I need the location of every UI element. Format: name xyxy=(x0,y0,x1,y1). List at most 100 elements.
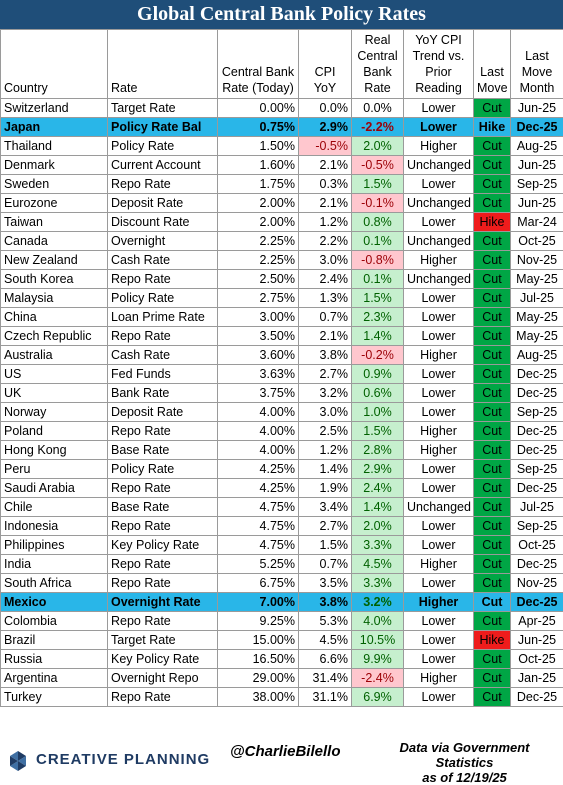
cell-last-move: Cut xyxy=(474,536,511,555)
cell-real-rate: 4.5% xyxy=(352,555,404,574)
cell-rate-name: Policy Rate xyxy=(108,137,218,156)
cell-real-rate: 2.8% xyxy=(352,441,404,460)
cell-real-rate: -2.4% xyxy=(352,669,404,688)
cell-last-move-month: Jul-25 xyxy=(511,289,563,308)
cell-last-move: Cut xyxy=(474,403,511,422)
cell-cb-rate: 3.75% xyxy=(218,384,299,403)
cell-real-rate: 3.3% xyxy=(352,574,404,593)
cell-last-move-month: Sep-25 xyxy=(511,175,563,194)
cell-country: Thailand xyxy=(1,137,108,156)
cell-cpi-yoy: 0.0% xyxy=(299,99,352,118)
cell-cpi-trend: Lower xyxy=(404,460,474,479)
logo-text: CREATIVE PLANNING xyxy=(36,751,210,768)
cell-last-move: Hike xyxy=(474,631,511,650)
cell-cb-rate: 2.25% xyxy=(218,232,299,251)
cell-last-move-month: Dec-25 xyxy=(511,365,563,384)
cell-last-move: Cut xyxy=(474,498,511,517)
cell-last-move: Cut xyxy=(474,460,511,479)
cell-cpi-trend: Lower xyxy=(404,175,474,194)
cell-rate-name: Deposit Rate xyxy=(108,403,218,422)
cell-last-move-month: May-25 xyxy=(511,327,563,346)
cell-cpi-trend: Lower xyxy=(404,479,474,498)
cell-last-move-month: Dec-25 xyxy=(511,479,563,498)
cell-real-rate: 0.0% xyxy=(352,99,404,118)
cell-real-rate: 0.1% xyxy=(352,232,404,251)
cell-last-move-month: Sep-25 xyxy=(511,460,563,479)
cell-cpi-yoy: 1.3% xyxy=(299,289,352,308)
cell-cpi-trend: Lower xyxy=(404,327,474,346)
cell-last-move: Cut xyxy=(474,137,511,156)
cell-cb-rate: 1.50% xyxy=(218,137,299,156)
cell-country: Norway xyxy=(1,403,108,422)
cell-last-move-month: Dec-25 xyxy=(511,593,563,612)
cell-cb-rate: 2.00% xyxy=(218,213,299,232)
cell-rate-name: Repo Rate xyxy=(108,688,218,707)
cell-country: Peru xyxy=(1,460,108,479)
cell-cb-rate: 2.25% xyxy=(218,251,299,270)
cell-cpi-yoy: 5.3% xyxy=(299,612,352,631)
cell-rate-name: Current Account xyxy=(108,156,218,175)
cell-last-move: Cut xyxy=(474,175,511,194)
cell-real-rate: 1.0% xyxy=(352,403,404,422)
cell-last-move: Cut xyxy=(474,517,511,536)
cell-cpi-trend: Higher xyxy=(404,441,474,460)
cell-last-move: Cut xyxy=(474,270,511,289)
cell-cpi-trend: Lower xyxy=(404,289,474,308)
cell-country: Saudi Arabia xyxy=(1,479,108,498)
author-handle: @CharlieBilello xyxy=(230,743,341,760)
cell-cpi-trend: Lower xyxy=(404,631,474,650)
cell-cpi-trend: Higher xyxy=(404,422,474,441)
cell-last-move-month: Aug-25 xyxy=(511,346,563,365)
cell-cb-rate: 4.75% xyxy=(218,536,299,555)
cell-cpi-yoy: 31.4% xyxy=(299,669,352,688)
cell-last-move-month: Sep-25 xyxy=(511,403,563,422)
cell-country: Philippines xyxy=(1,536,108,555)
cell-real-rate: 3.2% xyxy=(352,593,404,612)
cell-rate-name: Repo Rate xyxy=(108,327,218,346)
header-cpi: CPI YoY xyxy=(299,30,352,99)
source-date: as of 12/19/25 xyxy=(372,770,557,785)
cell-cpi-yoy: 2.1% xyxy=(299,327,352,346)
source-note: Data via Government Statistics as of 12/… xyxy=(372,740,557,785)
cell-real-rate: 0.6% xyxy=(352,384,404,403)
cell-last-move-month: Jun-25 xyxy=(511,194,563,213)
cell-last-move: Cut xyxy=(474,384,511,403)
header-last-move: Last Move xyxy=(474,30,511,99)
cell-rate-name: Key Policy Rate xyxy=(108,650,218,669)
cell-cb-rate: 4.75% xyxy=(218,517,299,536)
cell-last-move: Cut xyxy=(474,441,511,460)
cell-country: UK xyxy=(1,384,108,403)
cell-cpi-yoy: 3.8% xyxy=(299,593,352,612)
cell-cb-rate: 29.00% xyxy=(218,669,299,688)
cell-last-move: Cut xyxy=(474,99,511,118)
cell-last-move: Cut xyxy=(474,194,511,213)
cell-country: Malaysia xyxy=(1,289,108,308)
cell-last-move: Cut xyxy=(474,232,511,251)
cell-real-rate: -0.8% xyxy=(352,251,404,270)
cell-cpi-yoy: 6.6% xyxy=(299,650,352,669)
cell-last-move-month: Jun-25 xyxy=(511,631,563,650)
cell-country: Mexico xyxy=(1,593,108,612)
cell-cpi-trend: Lower xyxy=(404,517,474,536)
cell-last-move: Cut xyxy=(474,289,511,308)
cell-cpi-yoy: 0.3% xyxy=(299,175,352,194)
cell-cpi-yoy: 1.2% xyxy=(299,213,352,232)
cell-rate-name: Cash Rate xyxy=(108,251,218,270)
cell-country: Colombia xyxy=(1,612,108,631)
cell-last-move-month: Dec-25 xyxy=(511,384,563,403)
cell-country: Argentina xyxy=(1,669,108,688)
cell-rate-name: Bank Rate xyxy=(108,384,218,403)
